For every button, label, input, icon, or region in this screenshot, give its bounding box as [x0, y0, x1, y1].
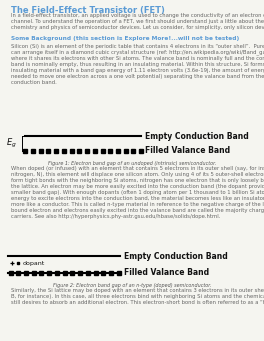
Text: $E_g$: $E_g$: [6, 137, 17, 150]
Text: Empty Conduction Band: Empty Conduction Band: [124, 252, 227, 261]
Text: Some Background (this section is Explore More!...will not be tested): Some Background (this section is Explore…: [11, 36, 239, 41]
Text: Filled Valance Band: Filled Valance Band: [145, 146, 230, 155]
Text: The Field-Effect Transistor (FET): The Field-Effect Transistor (FET): [11, 6, 164, 15]
Text: dopant: dopant: [22, 261, 45, 266]
Text: Empty Conduction Band: Empty Conduction Band: [145, 132, 248, 141]
Text: When doped (or infused) with an element that contains 5 electrons in its outer s: When doped (or infused) with an element …: [11, 166, 264, 219]
Text: Silicon (Si) is an element of the periodic table that contains 4 electrons in it: Silicon (Si) is an element of the period…: [11, 44, 264, 85]
Text: Figure 2: Electron band gap of an n-type (doped) semiconductor.: Figure 2: Electron band gap of an n-type…: [53, 283, 211, 288]
Text: In a field-effect transistor, an applied voltage is used to change the conductiv: In a field-effect transistor, an applied…: [11, 13, 264, 30]
Text: Figure 1: Electron band gap of an undoped (intrinsic) semiconductor.: Figure 1: Electron band gap of an undope…: [48, 161, 216, 166]
Text: Filled Valance Band: Filled Valance Band: [124, 268, 209, 277]
Text: Similarly, the Si lattice may be doped with an element that contains 3 electrons: Similarly, the Si lattice may be doped w…: [11, 288, 264, 305]
